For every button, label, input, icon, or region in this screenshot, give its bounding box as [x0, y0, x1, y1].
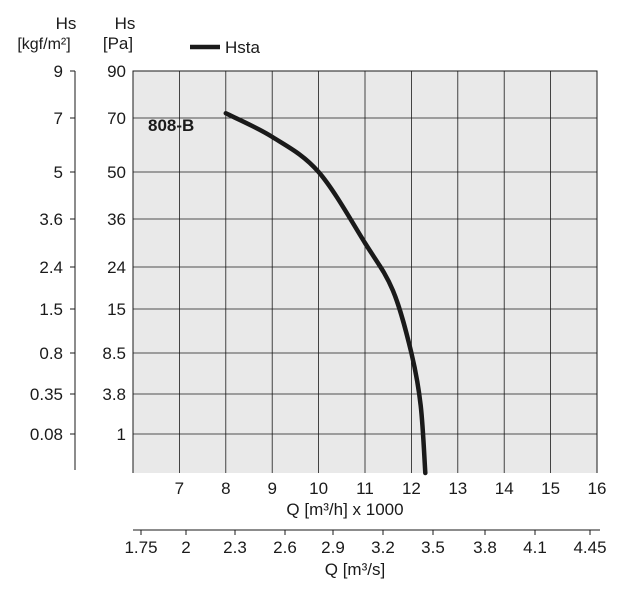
- secondary-tick-label: 1.75: [124, 538, 157, 557]
- secondary-tick-label: 3.2: [371, 538, 395, 557]
- pa-tick-label: 1: [117, 425, 126, 444]
- pa-tick-label: 50: [107, 163, 126, 182]
- kgf-tick-label: 7: [54, 109, 63, 128]
- x-tick-label: 8: [221, 479, 230, 498]
- x-axis-label: Q [m³/h] x 1000: [286, 500, 403, 519]
- series-line-hsta: [223, 111, 428, 476]
- pa-axis-title: Hs: [115, 14, 136, 33]
- pa-tick-label: 24: [107, 258, 126, 277]
- pa-tick-label: 70: [107, 109, 126, 128]
- x-tick-label: 10: [309, 479, 328, 498]
- x-tick-label: 12: [402, 479, 421, 498]
- kgf-tick-label: 5: [54, 163, 63, 182]
- x-tick-label: 11: [356, 479, 374, 498]
- secondary-tick-label: 2.6: [273, 538, 297, 557]
- secondary-axis-label: Q [m³/s]: [325, 560, 385, 579]
- x-tick-label: 16: [588, 479, 607, 498]
- plot-frame: [132, 70, 598, 473]
- secondary-tick-label: 3.8: [473, 538, 497, 557]
- x-tick-label: 9: [267, 479, 276, 498]
- kgf-tick-label: 1.5: [39, 300, 63, 319]
- secondary-tick-label: 3.5: [421, 538, 445, 557]
- kgf-tick-label: 0.8: [39, 344, 63, 363]
- x-tick-label: 7: [175, 479, 184, 498]
- secondary-tick-label: 4.1: [523, 538, 547, 557]
- x-tick-label: 13: [448, 479, 467, 498]
- kgf-tick-label: 9: [54, 62, 63, 81]
- pa-tick-label: 15: [107, 300, 126, 319]
- pa-axis-unit: [Pa]: [103, 34, 133, 53]
- pa-tick-label: 36: [107, 210, 126, 229]
- kgf-tick-label: 0.35: [30, 385, 63, 404]
- secondary-tick-label: 2.9: [321, 538, 345, 557]
- pa-tick-label: 3.8: [102, 385, 126, 404]
- pa-tick-label: 90: [107, 62, 126, 81]
- kgf-axis-unit: [kgf/m²]: [17, 36, 70, 53]
- secondary-tick-label: 4.45: [573, 538, 606, 557]
- secondary-tick-label: 2.3: [223, 538, 247, 557]
- x-tick-label: 15: [541, 479, 560, 498]
- legend-label-hsta: Hsta: [225, 38, 261, 57]
- kgf-tick-label: 3.6: [39, 210, 63, 229]
- kgf-tick-label: 2.4: [39, 258, 63, 277]
- x-tick-label: 14: [495, 479, 514, 498]
- pa-tick-label: 8.5: [102, 344, 126, 363]
- kgf-axis-title: Hs: [56, 14, 77, 33]
- kgf-tick-label: 0.08: [30, 425, 63, 444]
- model-label: 808-B: [148, 116, 194, 135]
- secondary-tick-label: 2: [181, 538, 190, 557]
